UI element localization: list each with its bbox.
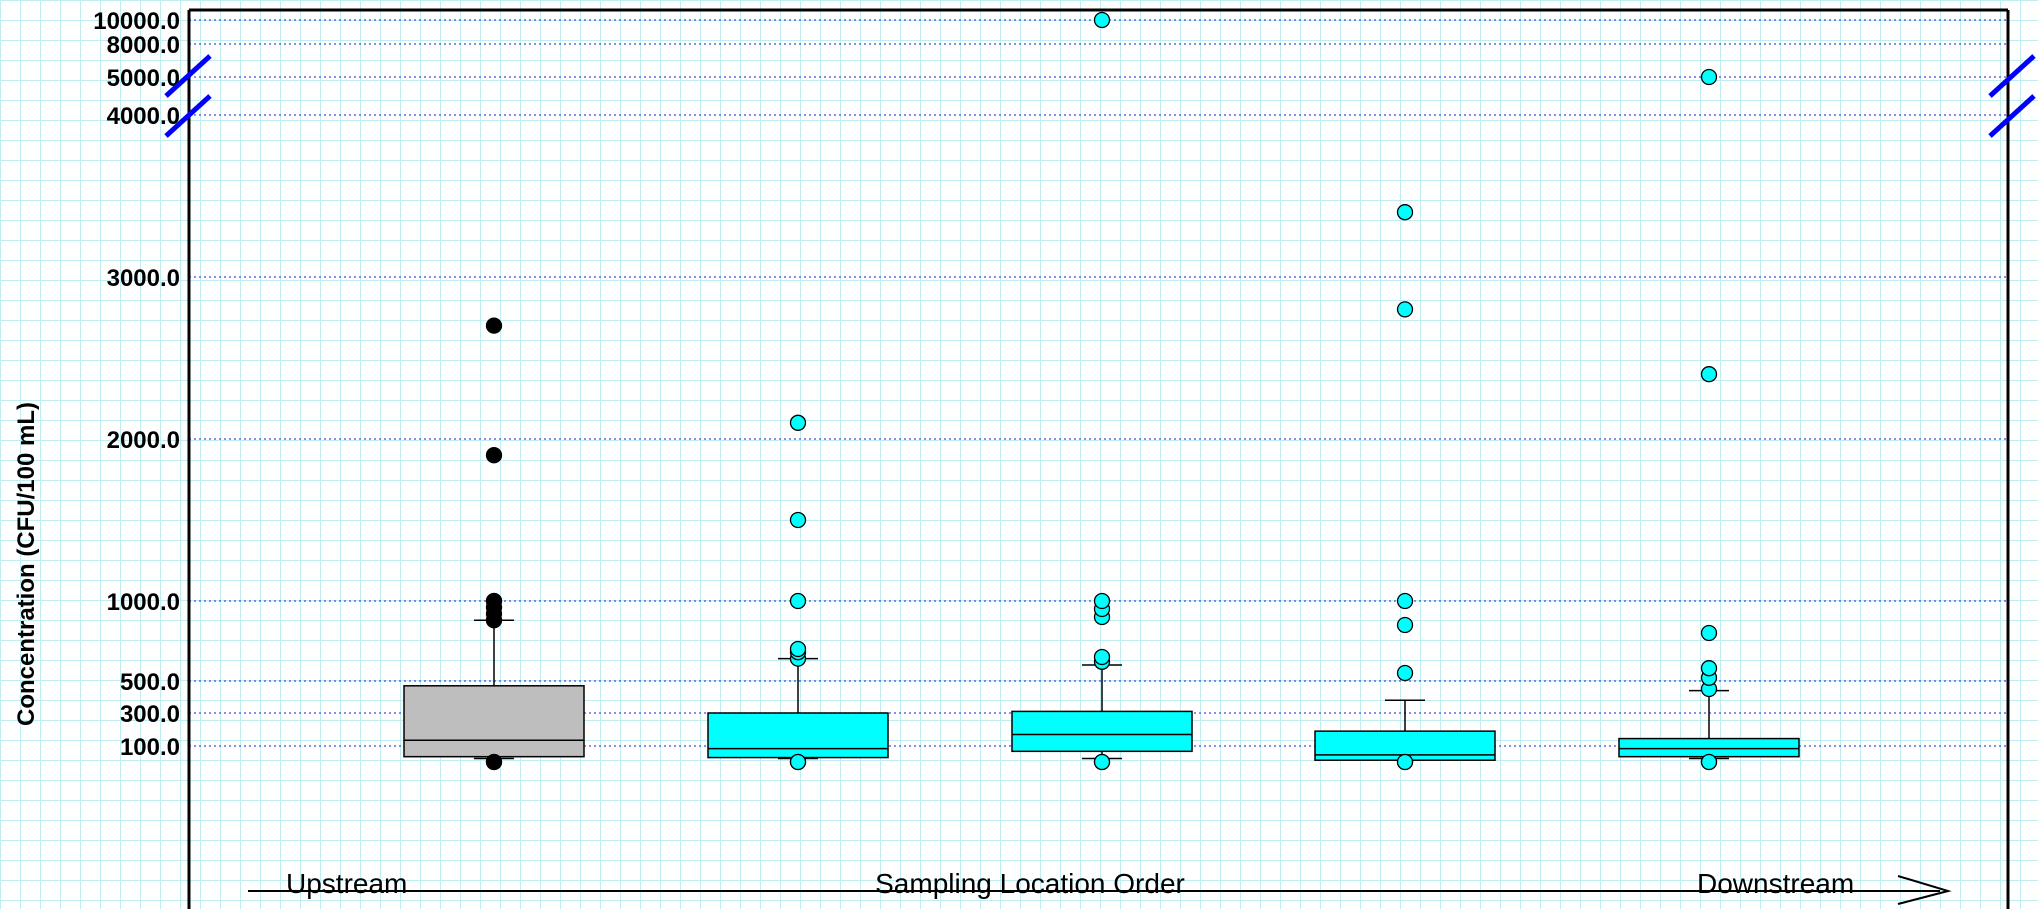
- outlier-point: [789, 511, 807, 529]
- axis-break-mark-left-upper: [164, 54, 212, 98]
- box-iqr: [403, 685, 585, 758]
- outlier-point: [1700, 68, 1718, 86]
- outlier-point: [1700, 660, 1718, 677]
- outlier-point: [1396, 664, 1414, 682]
- box-4: [1314, 204, 1496, 771]
- y-tick-label: 5000.0: [107, 65, 180, 92]
- outlier-point: [1093, 648, 1111, 666]
- sampling-order-arrow-head: [1897, 875, 1952, 905]
- outlier-point: [1093, 753, 1111, 771]
- axis-break-marks: [164, 54, 2036, 138]
- outlier-point: [1396, 592, 1414, 610]
- outlier-point: [1396, 204, 1414, 221]
- box-3: [1011, 11, 1193, 771]
- outlier-point: [485, 447, 503, 464]
- outlier-point: [485, 753, 503, 771]
- box-1: [403, 317, 585, 771]
- outlier-point: [789, 414, 807, 431]
- outlier-point: [1700, 366, 1718, 383]
- outlier-point: [1396, 301, 1414, 318]
- outlier-point: [1700, 753, 1718, 771]
- y-tick-label: 500.0: [120, 669, 180, 696]
- y-axis-title: Concentration (CFU/100 mL): [13, 402, 40, 726]
- box-5: [1618, 68, 1800, 771]
- sampling-order-label: Sampling Location Order: [875, 868, 1185, 899]
- gridlines: [189, 19, 2008, 747]
- upstream-label: Upstream: [286, 868, 407, 899]
- outlier-point: [1093, 592, 1111, 610]
- outlier-point: [485, 592, 503, 610]
- outlier-point: [1396, 753, 1414, 771]
- y-tick-label: 100.0: [120, 734, 180, 761]
- boxes: [403, 11, 1800, 771]
- box-2: [707, 414, 889, 771]
- downstream-label: Downstream: [1697, 868, 1854, 899]
- y-tick-label: 8000.0: [107, 32, 180, 59]
- y-tick-label: 3000.0: [107, 265, 180, 292]
- y-tick-label: 1000.0: [107, 589, 180, 616]
- y-tick-label: 300.0: [120, 701, 180, 728]
- axis-break-mark-left-lower: [164, 94, 212, 138]
- outlier-point: [1396, 616, 1414, 634]
- y-tick-label: 10000.0: [93, 8, 180, 35]
- outlier-point: [789, 592, 807, 610]
- sampling-order-annotation: Upstream Sampling Location Order Downstr…: [248, 868, 1952, 905]
- plot-frame: [187, 8, 2010, 909]
- y-tick-label: 2000.0: [107, 427, 180, 454]
- outlier-point: [789, 753, 807, 771]
- y-tick-label: 4000.0: [107, 103, 180, 130]
- box-iqr: [1011, 710, 1193, 753]
- outlier-point: [789, 640, 807, 658]
- axis-break-mark-right-lower: [1988, 94, 2036, 138]
- outlier-point: [485, 317, 503, 334]
- axis-break-mark-right-upper: [1988, 54, 2036, 98]
- y-tick-labels: 100.0 300.0 500.0 1000.0 2000.0 3000.0 4000.0 5…: [93, 8, 180, 761]
- box-iqr: [707, 712, 889, 759]
- outlier-point: [1700, 624, 1718, 642]
- outlier-point: [1093, 11, 1111, 29]
